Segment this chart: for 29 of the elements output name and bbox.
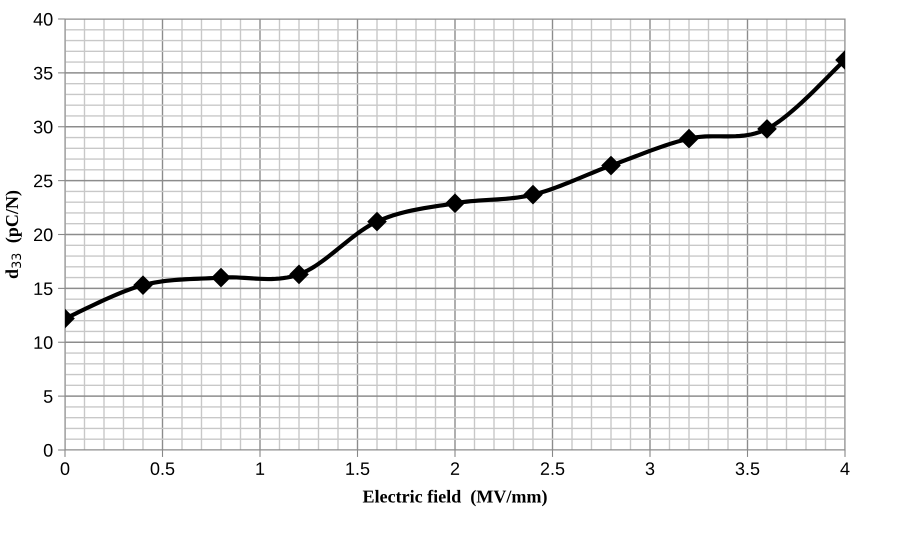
point [757, 119, 777, 138]
y-tick-label: 0 [44, 444, 52, 457]
y-tick-label: 20 [34, 228, 52, 242]
y-tick-label: 10 [34, 336, 52, 349]
x-tick-label: 0 [60, 462, 70, 476]
x-axis-title: Electric field (MV/mm) [362, 490, 547, 506]
x-tick-label: 2 [450, 462, 460, 475]
y-axis-title: d$_{33}$ (pC/N) [5, 190, 22, 278]
point [367, 212, 387, 232]
x-tick-label: 0.5 [150, 462, 174, 476]
y-tick-label: 25 [34, 174, 52, 188]
x-tick-label: 1.5 [346, 462, 370, 476]
y-tick-label: 5 [44, 390, 52, 403]
point [679, 129, 699, 148]
y-tick-label: 15 [34, 282, 52, 296]
point [601, 156, 621, 176]
y-tick-label: 40 [34, 12, 52, 26]
point [523, 185, 543, 204]
y-tick-label: 35 [34, 66, 52, 80]
x-tick-label: 1 [256, 462, 264, 475]
x-tick-label: 4 [840, 462, 850, 475]
point [211, 268, 231, 288]
x-tick-label: 3 [646, 462, 654, 476]
point [133, 276, 153, 295]
point [445, 194, 465, 213]
point [289, 264, 309, 284]
x-tick-label: 3.5 [736, 462, 760, 476]
x-tick-label: 2.5 [540, 462, 564, 476]
y-tick-label: 30 [34, 120, 52, 134]
